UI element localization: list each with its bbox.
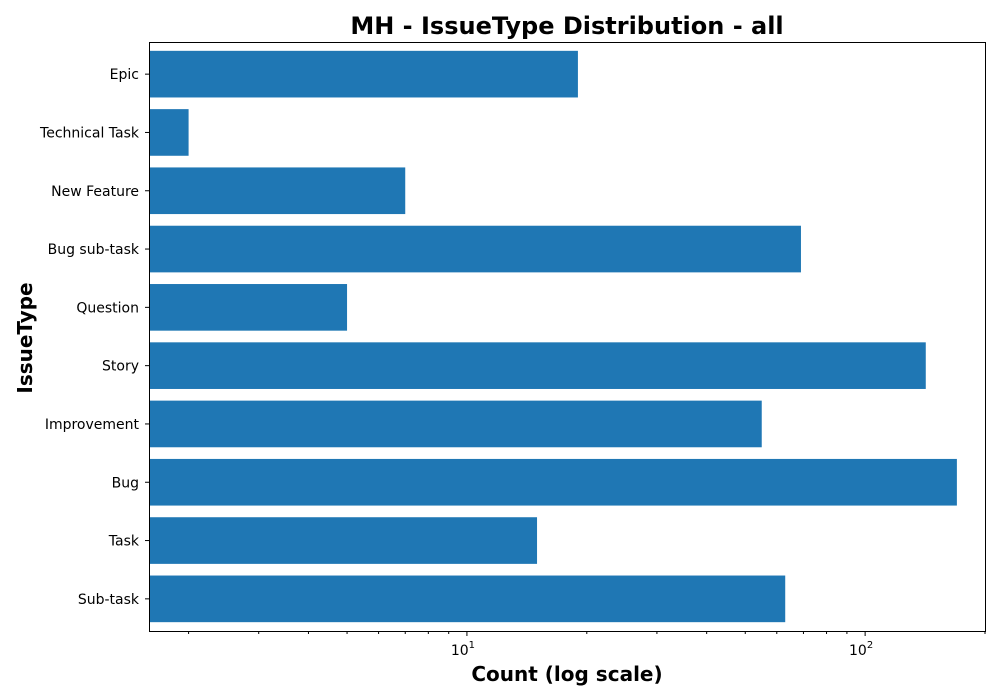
x-axis-label: Count (log scale) [471,662,662,686]
y-tick-label: Bug sub-task [48,242,140,258]
bar-bug-sub-task [150,225,801,273]
y-tick-label: Epic [110,67,139,83]
bar-bug [150,458,957,506]
bar-sub-task [150,575,786,623]
chart-title: MH - IssueType Distribution - all [350,12,783,40]
plot-frame [149,42,986,632]
y-tick-label: Technical Task [39,125,140,141]
bar-question [150,284,348,331]
bar-story [150,342,926,389]
y-tick-label: New Feature [51,184,139,200]
y-tick-label: Bug [112,475,139,491]
bar-epic [150,50,578,98]
x-tick-exponent: 1 [469,640,475,651]
x-tick-exponent: 2 [867,640,873,651]
y-axis-ticks: Sub-task Task Bug Improvement Story Question B… [39,67,150,608]
bar-task [150,517,538,564]
bar-technical-task [150,109,189,156]
y-tick-label: Story [102,359,139,375]
bar-improvement [150,400,762,448]
y-tick-label: Improvement [45,417,140,433]
bar-new-feature [150,167,406,215]
y-tick-label: Question [76,300,139,316]
bars-group [150,50,957,623]
y-tick-label: Sub-task [78,592,140,608]
y-axis-label: IssueType [13,282,37,393]
y-tick-label: Task [108,534,140,550]
